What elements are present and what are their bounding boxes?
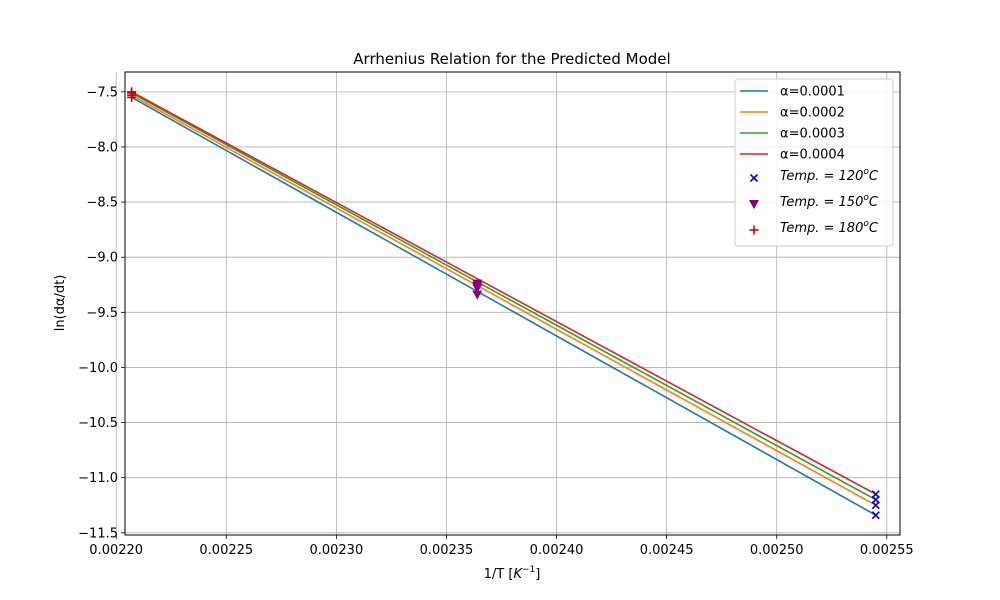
y-axis-ticks: −11.5 −11.0 −10.5 −10.0 −9.5 −9.0 −8.5 −8.0 −7.5 bbox=[78, 85, 125, 541]
x-axis-label-exponent: −1 bbox=[522, 565, 535, 575]
legend-label-line-2: α=0.0002 bbox=[780, 106, 845, 121]
legend-marker-swatch bbox=[749, 225, 759, 235]
legend-label-line-1: α=0.0001 bbox=[780, 85, 845, 100]
x-tick-label: 0.00235 bbox=[420, 543, 474, 558]
legend-marker-swatch bbox=[749, 200, 759, 209]
x-tick-label: 0.00250 bbox=[750, 543, 804, 558]
x-tick-label: 0.00255 bbox=[860, 543, 914, 558]
legend-label-superscript: o bbox=[863, 193, 869, 203]
legend: α=0.0001 α=0.0002 α=0.0003 α=0.0004 Temp. = … bbox=[734, 78, 894, 247]
legend-label-marker-1: Temp. = 120oC bbox=[780, 167, 879, 184]
x-tick-label: 0.00245 bbox=[640, 543, 694, 558]
scatter-point-2 bbox=[472, 290, 483, 300]
y-tick-label: −7.5 bbox=[86, 85, 118, 100]
legend-label-superscript: o bbox=[863, 219, 869, 229]
scatter-markers bbox=[127, 87, 880, 520]
legend-label-marker-3: Temp. = 180oC bbox=[780, 219, 879, 236]
series-line-1 bbox=[131, 96, 877, 516]
x-axis-ticks: 0.00220 0.00225 0.00230 0.00235 0.00240 0.002… bbox=[89, 535, 914, 558]
series-line-3 bbox=[131, 92, 877, 501]
legend-label-unit: C bbox=[869, 221, 879, 236]
x-tick-label: 0.00240 bbox=[530, 543, 584, 558]
scatter-point-3 bbox=[127, 87, 137, 97]
scatter-point-1 bbox=[871, 511, 880, 520]
scatter-point-2 bbox=[472, 279, 483, 289]
y-tick-label: −11.5 bbox=[78, 526, 118, 541]
x-axis-label-main: 1/T [ bbox=[484, 567, 514, 582]
y-tick-label: −8.0 bbox=[86, 140, 118, 155]
y-tick-label: −10.0 bbox=[78, 361, 118, 376]
legend-label-line-3: α=0.0003 bbox=[780, 127, 845, 142]
x-axis-label-symbol: K bbox=[513, 567, 523, 582]
x-axis-label: 1/T [K−1] bbox=[484, 565, 541, 582]
plot-frame bbox=[124, 71, 901, 536]
legend-label-marker-2: Temp. = 150oC bbox=[780, 193, 879, 210]
legend-label-superscript: o bbox=[863, 167, 869, 177]
series-line-4 bbox=[131, 91, 877, 495]
y-tick-label: −9.0 bbox=[86, 251, 118, 266]
y-tick-label: −8.5 bbox=[86, 196, 118, 211]
legend-label-unit: C bbox=[869, 195, 879, 210]
legend-label-text: Temp. = 120 bbox=[780, 169, 863, 184]
legend-label-text: Temp. = 150 bbox=[780, 195, 863, 210]
legend-label-line-4: α=0.0004 bbox=[780, 148, 845, 163]
legend-label-unit: C bbox=[869, 169, 879, 184]
chart-title: Arrhenius Relation for the Predicted Mod… bbox=[353, 50, 670, 68]
series-lines bbox=[131, 91, 877, 516]
series-line-2 bbox=[131, 94, 877, 506]
scatter-point-1 bbox=[871, 490, 880, 499]
x-tick-label: 0.00225 bbox=[199, 543, 253, 558]
legend-marker-swatch bbox=[749, 173, 759, 183]
x-tick-label: 0.00220 bbox=[89, 543, 143, 558]
x-axis-label-end: ] bbox=[535, 567, 540, 582]
y-tick-label: −10.5 bbox=[78, 416, 118, 431]
legend-box bbox=[734, 78, 894, 247]
y-axis-label: ln(dα/dt) bbox=[53, 275, 68, 332]
y-tick-label: −11.0 bbox=[78, 471, 118, 486]
x-tick-label: 0.00230 bbox=[309, 543, 363, 558]
legend-label-text: Temp. = 180 bbox=[780, 221, 863, 236]
y-tick-label: −9.5 bbox=[86, 306, 118, 321]
